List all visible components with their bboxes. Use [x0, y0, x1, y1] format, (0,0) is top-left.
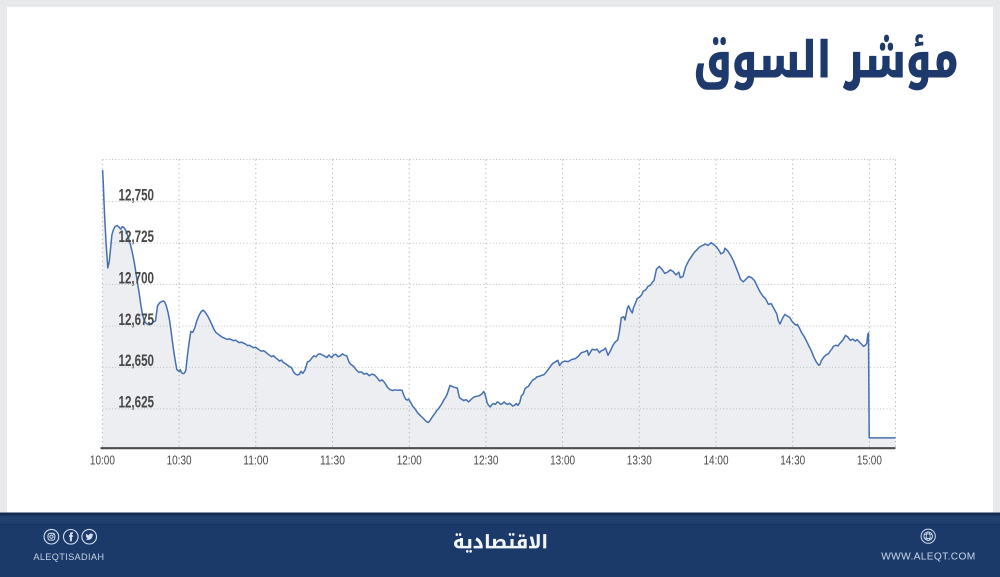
- svg-text:12,700: 12,700: [119, 268, 155, 287]
- svg-text:12,650: 12,650: [119, 351, 155, 370]
- svg-text:12,750: 12,750: [119, 185, 155, 204]
- svg-text:13:00: 13:00: [550, 454, 575, 468]
- svg-text:12,675: 12,675: [119, 310, 155, 329]
- svg-text:13:30: 13:30: [627, 454, 652, 468]
- svg-text:14:00: 14:00: [704, 454, 729, 468]
- svg-text:11:00: 11:00: [243, 454, 268, 468]
- svg-text:12,725: 12,725: [119, 227, 155, 246]
- svg-text:ALEQTISADIAH: ALEQTISADIAH: [33, 552, 106, 562]
- svg-text:10:30: 10:30: [167, 454, 192, 468]
- svg-text:WWW.ALEQT.COM: WWW.ALEQT.COM: [881, 552, 977, 563]
- svg-text:11:30: 11:30: [320, 454, 345, 468]
- svg-text:12,625: 12,625: [119, 393, 155, 412]
- svg-text:12:30: 12:30: [473, 454, 498, 468]
- svg-text:12:00: 12:00: [397, 454, 422, 468]
- svg-text:10:00: 10:00: [90, 454, 115, 468]
- svg-text:15:00: 15:00: [857, 454, 882, 468]
- svg-text:14:30: 14:30: [780, 454, 805, 468]
